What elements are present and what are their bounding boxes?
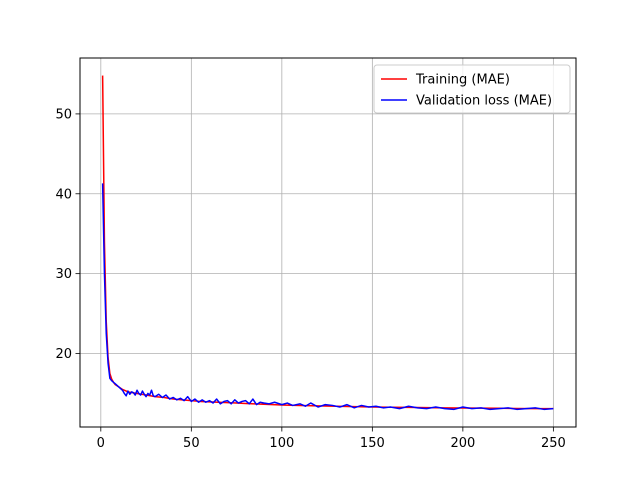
legend: Training (MAE) Validation loss (MAE) bbox=[373, 64, 571, 114]
x-tick-label: 50 bbox=[183, 436, 200, 451]
legend-box bbox=[373, 64, 571, 114]
x-tick-label: 150 bbox=[360, 436, 385, 451]
y-tick-label: 30 bbox=[55, 267, 72, 282]
x-tick-label: 0 bbox=[97, 436, 105, 451]
grid-lines bbox=[80, 58, 576, 427]
y-tick-label: 40 bbox=[55, 187, 72, 202]
x-tick-label: 200 bbox=[450, 436, 475, 451]
y-tick-label: 20 bbox=[55, 347, 72, 362]
validation-loss-mae-line bbox=[101, 183, 554, 411]
plot-area-frame bbox=[79, 57, 577, 428]
legend-label: Training (MAE) bbox=[415, 73, 510, 88]
axis-ticks: 0 50 100 150 200 250 20 30 40 50 bbox=[55, 107, 565, 451]
x-tick-label: 250 bbox=[541, 436, 566, 451]
y-tick-label: 50 bbox=[55, 107, 72, 122]
series-lines bbox=[101, 75, 554, 411]
legend-label: Validation loss (MAE) bbox=[416, 94, 552, 109]
x-tick-label: 100 bbox=[269, 436, 294, 451]
